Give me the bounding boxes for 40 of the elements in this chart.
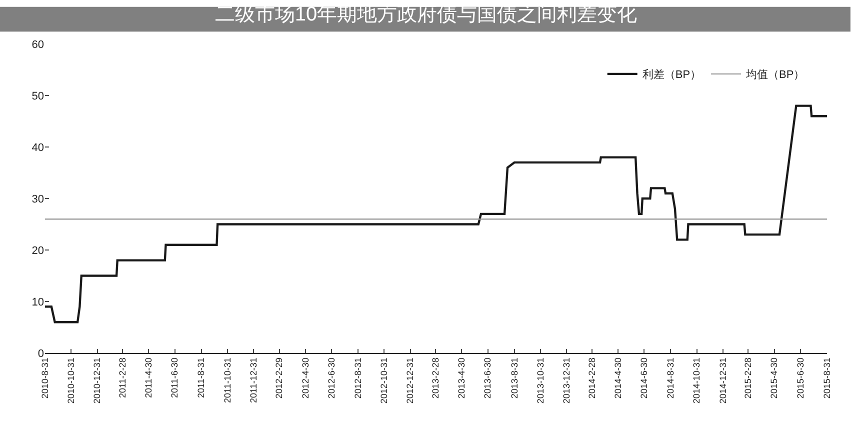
x-tick-label: 2014-8-31 (666, 358, 676, 399)
x-tick-label: 2015-8-31 (822, 358, 832, 399)
y-tick-label: 10 (32, 296, 44, 308)
x-tick-label: 2012-4-30 (300, 358, 310, 399)
legend-label: 利差（BP） (642, 68, 702, 82)
x-tick-label: 2012-12-31 (405, 358, 416, 404)
y-tick-label: 50 (32, 90, 44, 102)
x-tick-label: 2012-10-31 (379, 358, 390, 404)
y-tick-label: 0 (38, 348, 44, 360)
x-tick-label: 2013-8-31 (509, 358, 520, 399)
x-tick-label: 2013-10-31 (535, 358, 546, 404)
x-tick-label: 2012-8-31 (352, 358, 363, 399)
x-tick-label: 2013-6-30 (482, 358, 493, 399)
x-tick-label: 2014-4-30 (612, 358, 623, 399)
x-tick-label: 2014-2-28 (586, 358, 597, 399)
x-tick-label: 2015-2-28 (743, 358, 754, 399)
x-tick-label: 2014-12-31 (718, 358, 728, 404)
x-tick-label: 2012-2-29 (274, 358, 284, 399)
x-tick-label: 2011-4-30 (144, 358, 154, 398)
x-tick-label: 2011-2-28 (117, 358, 128, 398)
y-tick-label: 20 (32, 244, 44, 257)
x-tick-label: 2013-4-30 (456, 358, 467, 399)
x-tick-label: 2014-6-30 (639, 358, 650, 399)
x-tick-label: 2011-12-31 (248, 358, 258, 403)
x-tick-label: 2011-6-30 (170, 358, 180, 398)
y-tick-label: 40 (32, 142, 44, 154)
y-tick-label: 60 (32, 38, 44, 51)
x-tick-label: 2011-10-31 (222, 358, 232, 403)
x-tick-label: 2010-10-31 (66, 358, 76, 404)
x-tick-label: 2015-4-30 (769, 358, 780, 399)
x-tick-label: 2013-2-28 (430, 358, 440, 399)
legend-label: 均值（BP） (745, 69, 805, 82)
x-tick-label: 2010-12-31 (92, 358, 102, 404)
x-tick-label: 2013-12-31 (562, 358, 572, 404)
x-tick-label: 2012-6-30 (326, 358, 336, 399)
x-tick-label: 2015-6-30 (795, 358, 806, 399)
x-tick-label: 2011-8-31 (196, 358, 206, 398)
x-tick-label: 2010-8-31 (40, 358, 50, 399)
x-tick-label: 2014-10-31 (692, 358, 702, 404)
y-tick-label: 30 (32, 193, 44, 206)
